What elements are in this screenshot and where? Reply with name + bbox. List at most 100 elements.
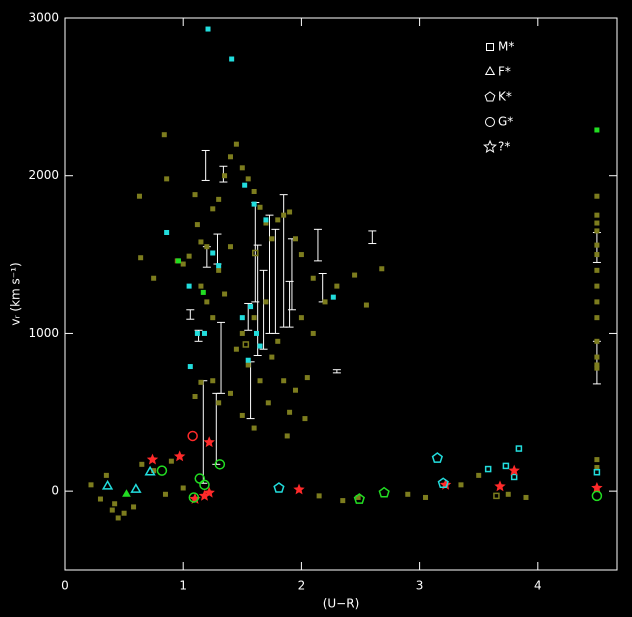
point — [263, 299, 269, 305]
point — [210, 250, 216, 256]
point — [275, 338, 281, 344]
point — [192, 394, 198, 400]
point — [198, 283, 204, 289]
point — [304, 375, 310, 381]
point — [136, 193, 142, 199]
point — [423, 494, 429, 500]
point — [269, 354, 275, 360]
point — [187, 364, 193, 370]
y-axis-label: vᵣ (km s⁻¹) — [9, 262, 23, 325]
point — [263, 220, 269, 226]
point — [239, 165, 245, 171]
point — [594, 362, 600, 368]
point — [138, 255, 144, 261]
point — [292, 236, 298, 242]
point — [239, 412, 245, 418]
point — [103, 472, 109, 478]
point — [594, 252, 600, 258]
point — [188, 492, 200, 503]
point — [281, 378, 287, 384]
point — [594, 354, 600, 360]
point — [245, 357, 251, 363]
legend-label: G* — [498, 115, 513, 129]
legend-label: F* — [498, 65, 511, 79]
point — [493, 492, 500, 500]
point — [151, 275, 157, 281]
error-bar — [265, 214, 274, 334]
point — [594, 127, 600, 133]
point — [187, 430, 198, 442]
plot-frame — [64, 17, 618, 571]
point — [242, 182, 248, 188]
point — [353, 493, 365, 504]
error-bar — [318, 272, 327, 303]
point — [239, 315, 245, 321]
error-bar — [201, 149, 210, 181]
point — [594, 338, 600, 344]
point — [591, 490, 603, 502]
point — [222, 291, 228, 297]
point — [494, 480, 506, 492]
point — [229, 56, 235, 62]
point — [216, 267, 222, 273]
point — [252, 249, 259, 257]
point — [594, 365, 600, 371]
point — [186, 283, 192, 289]
point — [594, 228, 600, 234]
error-bar — [246, 361, 255, 420]
point — [156, 465, 168, 476]
point — [210, 378, 216, 384]
point — [194, 222, 200, 228]
point — [194, 330, 200, 336]
y-tick-label: 3000 — [28, 11, 59, 25]
error-bar — [213, 233, 222, 265]
x-tick-label: 4 — [534, 579, 542, 593]
point — [88, 482, 94, 488]
point — [204, 244, 210, 250]
point — [162, 491, 168, 497]
point — [257, 204, 263, 210]
point — [180, 485, 186, 491]
point — [330, 294, 336, 300]
point — [340, 498, 346, 504]
y-tick-label: 0 — [51, 484, 59, 498]
point — [431, 452, 443, 463]
point — [130, 483, 142, 493]
point — [115, 515, 121, 521]
point — [198, 379, 204, 385]
point — [594, 299, 600, 305]
point — [310, 330, 316, 336]
point — [405, 491, 411, 497]
point — [131, 504, 137, 510]
point — [502, 462, 510, 470]
point — [594, 315, 600, 321]
point — [122, 489, 131, 497]
point — [594, 267, 600, 273]
point — [189, 493, 201, 504]
point — [257, 378, 263, 384]
error-bar — [313, 228, 322, 262]
point — [594, 242, 600, 248]
point — [363, 302, 369, 308]
point — [210, 206, 216, 212]
point — [251, 315, 257, 321]
point — [594, 283, 600, 289]
x-axis-label: (U−R) — [323, 597, 360, 611]
point — [302, 416, 308, 422]
point — [144, 465, 156, 476]
point — [233, 346, 239, 352]
point — [198, 489, 211, 501]
point — [379, 266, 385, 272]
point — [594, 457, 600, 463]
point — [239, 330, 245, 336]
error-bar — [217, 321, 226, 394]
point — [139, 461, 145, 467]
point — [437, 477, 449, 489]
point — [214, 459, 226, 470]
point — [201, 330, 207, 336]
point — [287, 209, 293, 215]
point — [293, 483, 305, 495]
point — [515, 445, 523, 452]
error-bar — [271, 228, 280, 334]
error-bar — [186, 309, 195, 320]
